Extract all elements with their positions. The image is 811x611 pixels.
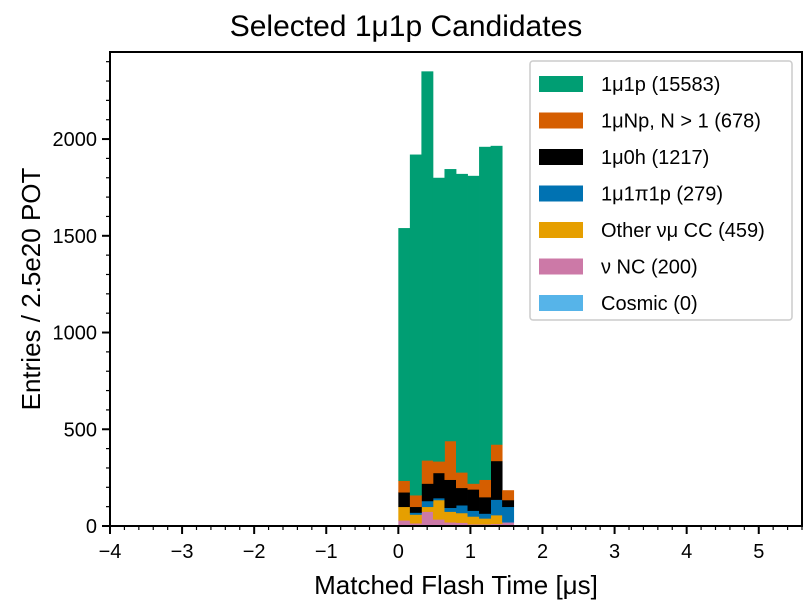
bar-4-1 xyxy=(409,495,422,508)
bar-5-5 xyxy=(456,173,468,473)
bar-1-5 xyxy=(456,512,468,523)
bar-3-6 xyxy=(467,489,480,511)
y-axis-ticks: 0 500 1000 1500 2000 xyxy=(53,61,110,538)
bar-5-2 xyxy=(421,71,434,461)
bar-5-1 xyxy=(409,154,422,496)
legend-frame xyxy=(529,60,793,321)
x-tick-label: 2 xyxy=(537,541,548,563)
bar-2-9 xyxy=(502,506,515,523)
bar-5-7 xyxy=(479,146,491,480)
legend-label: ν NC (200) xyxy=(601,257,698,279)
bar-0-0 xyxy=(398,520,411,527)
legend-swatch xyxy=(539,185,583,202)
legend-label: 1μNp, N > 1 (678) xyxy=(601,111,761,133)
bar-3-4 xyxy=(444,479,457,509)
y-tick-label: 1500 xyxy=(53,226,98,248)
bar-5-6 xyxy=(467,175,480,484)
bar-2-6 xyxy=(467,510,480,517)
bar-3-8 xyxy=(490,460,503,500)
legend-label: Other νμ CC (459) xyxy=(601,220,765,242)
bar-2-4 xyxy=(444,507,457,512)
bar-3-2 xyxy=(421,483,434,502)
bar-1-3 xyxy=(432,499,445,520)
x-tick-label: 1 xyxy=(465,541,476,563)
bar-4-7 xyxy=(479,479,491,498)
legend-label: Cosmic (0) xyxy=(601,293,698,315)
bar-1-7 xyxy=(479,518,491,525)
y-tick-label: 1000 xyxy=(53,323,98,345)
bar-4-5 xyxy=(456,472,468,489)
bar-4-0 xyxy=(398,480,411,493)
legend-swatch xyxy=(539,76,583,92)
bar-3-5 xyxy=(456,487,468,506)
bar-4-6 xyxy=(467,483,480,490)
bar-1-6 xyxy=(467,516,480,525)
bar-4-4 xyxy=(444,440,457,480)
bar-3-0 xyxy=(398,492,411,508)
bar-5-8 xyxy=(490,145,503,445)
bar-0-3 xyxy=(432,519,445,527)
legend-swatch xyxy=(539,222,583,238)
x-tick-label: −1 xyxy=(315,541,338,563)
bar-2-8 xyxy=(490,499,503,516)
legend-swatch xyxy=(539,149,583,165)
bar-1-4 xyxy=(444,511,457,523)
bar-0-5 xyxy=(456,522,468,527)
bar-0-4 xyxy=(444,522,457,527)
legend-label: 1μ1p (15583) xyxy=(601,74,720,96)
legend-swatch xyxy=(539,112,583,129)
bar-2-5 xyxy=(456,505,468,514)
bar-4-9 xyxy=(502,490,515,501)
bar-1-0 xyxy=(398,506,411,521)
bar-5-0 xyxy=(398,228,411,481)
legend: 1μ1p (15583) 1μNp, N > 1 (678) 1μ0h (1217)… xyxy=(529,60,793,321)
bar-2-3 xyxy=(432,497,445,501)
bar-0-2 xyxy=(421,511,434,527)
bar-3-3 xyxy=(432,472,445,499)
x-tick-label: 5 xyxy=(753,541,764,563)
x-tick-label: 3 xyxy=(609,541,620,563)
bar-4-3 xyxy=(432,461,445,474)
x-tick-label: 0 xyxy=(393,541,404,563)
bar-0-9 xyxy=(502,522,515,527)
x-tick-label: −3 xyxy=(171,541,194,563)
bar-4-2 xyxy=(421,460,434,484)
bar-4-8 xyxy=(490,444,503,462)
bar-2-1 xyxy=(409,512,422,515)
y-tick-label: 0 xyxy=(86,516,97,538)
x-tick-label: −4 xyxy=(99,541,122,563)
bars-layer xyxy=(398,71,515,527)
x-axis-label: Matched Flash Time [μs] xyxy=(314,570,598,600)
legend-swatch xyxy=(539,258,583,275)
y-tick-label: 2000 xyxy=(53,129,98,151)
bar-1-1 xyxy=(409,514,422,524)
bar-3-7 xyxy=(479,496,491,514)
chart-title: Selected 1μ1p Candidates xyxy=(230,10,583,43)
bar-1-8 xyxy=(490,514,503,525)
bar-2-2 xyxy=(421,500,434,508)
legend-swatch xyxy=(539,295,583,311)
bar-1-2 xyxy=(421,506,434,512)
bar-2-7 xyxy=(479,513,491,519)
y-tick-label: 500 xyxy=(64,419,97,441)
bar-5-4 xyxy=(444,169,457,442)
legend-label: 1μ0h (1217) xyxy=(601,147,709,169)
legend-label: 1μ1π1p (279) xyxy=(601,184,723,206)
bar-0-1 xyxy=(409,523,422,527)
bar-3-9 xyxy=(502,499,515,508)
x-tick-label: −2 xyxy=(243,541,266,563)
x-tick-label: 4 xyxy=(681,541,692,563)
y-axis-label: Entries / 2.5e20 POT xyxy=(16,167,46,410)
x-axis-ticks: −4 −3 −2 −1 0 1 2 3 4 5 xyxy=(99,526,803,563)
bar-5-3 xyxy=(432,177,445,462)
bar-3-1 xyxy=(409,506,422,513)
